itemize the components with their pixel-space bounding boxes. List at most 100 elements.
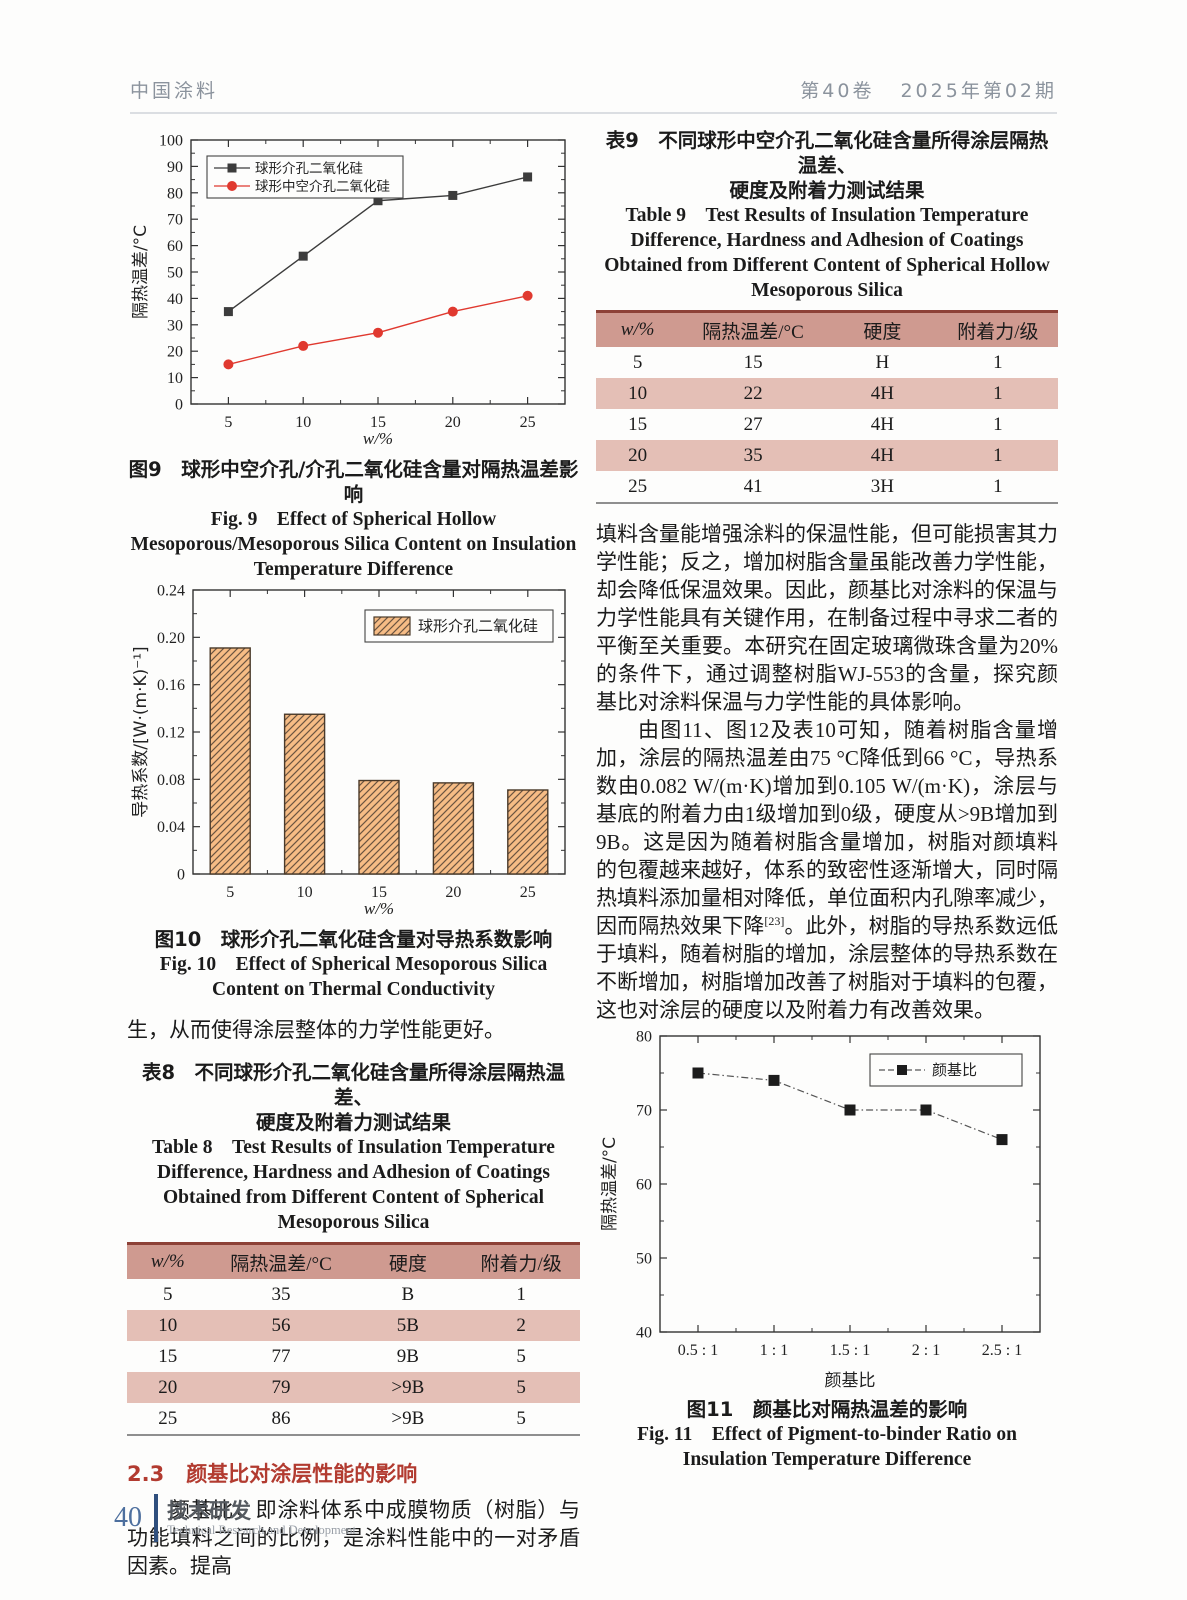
table-row: 10 22 4H 1: [596, 378, 1058, 409]
table9: w/% 隔热温差/°C 硬度 附着力/级 5 15 H 1 10 22 4H 1 15 27 4H 1 20 35…: [596, 310, 1058, 504]
table8-caption: 表8 不同球形介孔二氧化硅含量所得涂层隔热温差、 硬度及附着力测试结果 Tabl…: [127, 1060, 580, 1235]
table9-caption: 表9 不同球形中空介孔二氧化硅含量所得涂层隔热温差、 硬度及附着力测试结果 Ta…: [596, 128, 1058, 303]
table-cell: 4H: [870, 444, 895, 466]
table-cell: 41: [743, 475, 763, 497]
fig10-caption-en: Fig. 10 Effect of Spherical Mesoporous S…: [159, 954, 548, 1000]
svg-text:隔热温差/°C: 隔热温差/°C: [131, 225, 151, 319]
right-paragraph-2: 由图11、图12及表10可知，随着树脂含量增加，涂层的隔热温差由75 °C降低到…: [596, 716, 1058, 1024]
svg-text:球形介孔二氧化硅: 球形介孔二氧化硅: [418, 617, 538, 635]
table-cell: 10: [158, 1314, 178, 1336]
table-cell: 25: [158, 1407, 178, 1429]
section-title: 颜基比对涂层性能的影响: [186, 1462, 418, 1486]
fig10-caption: 图10 球形介孔二氧化硅含量对导热系数影响 Fig. 10 Effect of …: [127, 927, 580, 1002]
svg-text:0.20: 0.20: [157, 630, 185, 647]
svg-text:0.12: 0.12: [157, 725, 185, 742]
svg-text:10: 10: [296, 884, 312, 901]
table-cell: 1: [993, 475, 1003, 497]
svg-text:80: 80: [167, 185, 183, 202]
footer-section-en: Technical Research and Development: [167, 1522, 356, 1537]
volume-label: 第40卷: [800, 80, 875, 102]
issue-label: 2025年第02期: [900, 80, 1057, 102]
table-header-cell: 隔热温差/°C: [702, 321, 804, 343]
footer-section-cn: 技术研发: [167, 1498, 251, 1523]
continuation-text: 生，从而使得涂层整体的力学性能更好。: [127, 1018, 505, 1042]
svg-text:60: 60: [636, 1177, 652, 1194]
table-header-cell: 附着力/级: [480, 1253, 562, 1275]
table-cell: 20: [158, 1376, 178, 1398]
table-cell: 79: [271, 1376, 291, 1398]
table-cell: >9B: [391, 1376, 425, 1398]
table9-caption-cn1: 表9 不同球形中空介孔二氧化硅含量所得涂层隔热温差、: [605, 129, 1049, 177]
svg-text:5: 5: [224, 414, 232, 431]
table-cell: 1: [993, 351, 1003, 373]
table-header-cell: 附着力/级: [957, 321, 1039, 343]
issue-info: 第40卷 2025年第02期: [774, 76, 1057, 103]
svg-text:70: 70: [636, 1103, 652, 1120]
table-cell: 35: [743, 444, 763, 466]
fig9-line-chart: 0 10 20 30 40 50 60 70 80 90 100 5 10 15 20 25 w/% 隔热温差/°…: [131, 133, 566, 448]
svg-text:70: 70: [167, 212, 183, 229]
svg-text:10: 10: [295, 414, 311, 431]
right-paragraph-2-a: 由图11、图12及表10可知，随着树脂含量增加，涂层的隔热温差由75 °C降低到…: [596, 718, 1058, 938]
table9-caption-en: Table 9 Test Results of Insulation Tempe…: [604, 205, 1050, 301]
table-cell: 3H: [870, 475, 895, 497]
svg-text:颜基比: 颜基比: [932, 1061, 977, 1079]
table-row: 20 79 >9B 5: [127, 1372, 580, 1403]
table-row: 10 56 5B 2: [127, 1310, 580, 1341]
svg-text:10: 10: [167, 370, 183, 387]
svg-text:40: 40: [167, 291, 183, 308]
table-cell: 15: [158, 1345, 178, 1367]
svg-text:0.16: 0.16: [157, 677, 185, 694]
table-cell: B: [401, 1283, 415, 1305]
table-header-cell: 硬度: [863, 321, 902, 343]
table-row: 5 35 B 1: [127, 1279, 580, 1310]
table-header-cell: w/%: [620, 319, 655, 340]
svg-text:20: 20: [445, 884, 461, 901]
section-number: 2.3: [127, 1462, 165, 1486]
table-cell: 5: [516, 1345, 526, 1367]
table-cell: 1: [516, 1283, 526, 1305]
table-cell: 15: [628, 413, 648, 435]
svg-text:0: 0: [177, 867, 185, 884]
svg-text:90: 90: [167, 159, 183, 176]
svg-text:25: 25: [519, 884, 535, 901]
footer-divider: [154, 1494, 158, 1542]
fig11-caption-cn: 图11 颜基比对隔热温差的影响: [686, 1398, 968, 1421]
svg-text:球形介孔二氧化硅: 球形介孔二氧化硅: [255, 161, 363, 177]
svg-text:0.04: 0.04: [157, 819, 185, 836]
table-cell: 56: [271, 1314, 291, 1336]
fig10-bar-chart: 0 0.04 0.08 0.12 0.16 0.20 0.24 5 10 15 20 25 w/% 导热系…: [131, 583, 566, 918]
page-footer: 40 技术研发 Technical Research and Developme…: [114, 1494, 356, 1542]
table-row: 5 15 H 1: [596, 347, 1058, 378]
table-row: 25 41 3H 1: [596, 471, 1058, 503]
svg-text:导热系数/[W·(m·K)⁻¹]: 导热系数/[W·(m·K)⁻¹]: [131, 646, 151, 817]
section-2-3-heading: 2.3 颜基比对涂层性能的影响: [127, 1458, 580, 1488]
table-row: 15 77 9B 5: [127, 1341, 580, 1372]
svg-text:w/%: w/%: [362, 429, 392, 448]
right-column: 表9 不同球形中空介孔二氧化硅含量所得涂层隔热温差、 硬度及附着力测试结果 Ta…: [596, 128, 1058, 1472]
svg-text:40: 40: [636, 1325, 652, 1342]
svg-text:15: 15: [371, 884, 387, 901]
table-cell: 22: [743, 382, 763, 404]
fig11-caption: 图11 颜基比对隔热温差的影响 Fig. 11 Effect of Pigmen…: [596, 1397, 1058, 1472]
svg-text:0: 0: [175, 397, 183, 414]
svg-text:1.5 : 1: 1.5 : 1: [830, 1342, 870, 1359]
svg-text:100: 100: [159, 133, 183, 150]
table-cell: 20: [628, 444, 648, 466]
table-cell: 9B: [396, 1345, 419, 1367]
right-paragraph-1: 填料含量能增强涂料的保温性能，但可能损害其力学性能；反之，增加树脂含量虽能改善力…: [596, 522, 1058, 714]
fig9-caption-cn: 图9 球形中空介孔/介孔二氧化硅含量对隔热温差影响: [128, 458, 579, 506]
svg-text:50: 50: [167, 265, 183, 282]
table8-caption-cn1: 表8 不同球形介孔二氧化硅含量所得涂层隔热温差、: [141, 1061, 566, 1109]
table-cell: 86: [271, 1407, 291, 1429]
table-cell: 77: [271, 1345, 291, 1367]
svg-text:5: 5: [226, 884, 234, 901]
table-cell: 2: [516, 1314, 526, 1336]
svg-text:球形中空介孔二氧化硅: 球形中空介孔二氧化硅: [255, 179, 390, 195]
left-column: 0 10 20 30 40 50 60 70 80 90 100 5 10 15 20 25 w/% 隔热温差/°…: [127, 130, 580, 1580]
fig9-caption: 图9 球形中空介孔/介孔二氧化硅含量对隔热温差影响 Fig. 9 Effect …: [127, 457, 580, 582]
table-row: 25 86 >9B 5: [127, 1403, 580, 1435]
svg-text:50: 50: [636, 1251, 652, 1268]
table-cell: >9B: [391, 1407, 425, 1429]
